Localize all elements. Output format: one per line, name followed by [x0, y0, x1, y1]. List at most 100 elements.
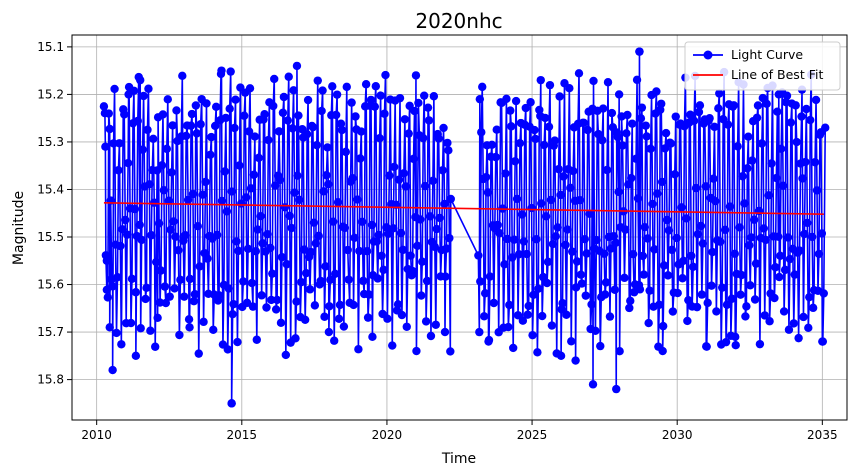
- y-tick-label: 15.6: [37, 278, 64, 292]
- light-curve-point: [127, 274, 137, 284]
- light-curve-point: [133, 116, 142, 126]
- light-curve-point: [340, 223, 350, 233]
- light-curve-point: [541, 212, 551, 221]
- light-curve-point: [329, 217, 338, 226]
- light-curve-point: [510, 157, 520, 166]
- light-curve-point: [113, 273, 122, 282]
- light-curve-point: [192, 129, 202, 138]
- light-curve-point: [318, 86, 327, 95]
- light-curve-point: [547, 321, 557, 330]
- light-curve-point: [181, 131, 191, 141]
- y-tick-label: 15.1: [37, 40, 64, 54]
- light-curve-point: [302, 130, 312, 139]
- light-curve-point: [228, 309, 237, 319]
- light-curve-point: [440, 199, 449, 209]
- light-curve-point: [272, 295, 282, 305]
- light-curve-point: [193, 222, 202, 231]
- light-curve-point: [491, 152, 500, 162]
- light-curve-point: [620, 273, 629, 283]
- light-curve-point: [504, 322, 513, 332]
- light-curve-point: [673, 288, 682, 298]
- light-curve-point: [279, 92, 289, 102]
- light-curve-point: [371, 82, 381, 91]
- light-curve-point: [416, 215, 425, 224]
- light-curve-point: [580, 234, 589, 244]
- light-curve-point: [135, 220, 144, 230]
- light-curve-point: [404, 129, 413, 138]
- light-curve-point: [478, 82, 487, 92]
- chart-title: 2020nhc: [415, 9, 502, 33]
- light-curve-point: [531, 134, 540, 144]
- light-curve-point: [287, 223, 296, 233]
- light-curve-point: [557, 305, 566, 314]
- light-curve-point: [712, 307, 721, 316]
- light-curve-point: [747, 233, 756, 242]
- light-curve-point: [697, 290, 707, 299]
- legend-best-fit-label: Line of Best Fit: [731, 67, 823, 82]
- light-curve-point: [657, 99, 666, 108]
- light-curve-point: [397, 310, 407, 320]
- light-curve-point: [551, 232, 560, 241]
- light-curve-point: [187, 109, 197, 119]
- light-curve-point: [110, 84, 119, 94]
- light-curve-point: [217, 66, 226, 75]
- light-curve-point: [105, 124, 114, 134]
- y-tick-label: 15.8: [37, 373, 64, 387]
- light-curve-point: [251, 246, 261, 256]
- light-curve-point: [506, 106, 515, 115]
- x-tick-label: 2015: [227, 428, 258, 442]
- light-curve-point: [730, 249, 739, 258]
- light-curve-point: [737, 270, 746, 280]
- light-curve-point: [317, 106, 326, 116]
- light-curve-point: [305, 285, 315, 294]
- light-curve-point: [729, 101, 738, 110]
- light-curve-point: [330, 269, 340, 279]
- light-curve-point: [263, 229, 272, 239]
- light-curve-point: [136, 324, 145, 333]
- light-curve-point: [483, 188, 493, 197]
- light-curve-point: [553, 223, 562, 232]
- light-curve-point: [721, 337, 731, 347]
- light-curve-point: [582, 249, 591, 258]
- light-curve-point: [244, 127, 254, 136]
- light-curve-point: [692, 302, 702, 312]
- light-curve-point: [183, 195, 193, 205]
- legend-box: [684, 41, 841, 91]
- light-curve-point: [720, 225, 730, 235]
- light-curve-point: [168, 121, 177, 130]
- light-curve-point: [648, 199, 657, 209]
- light-curve-point: [791, 101, 800, 110]
- light-curve-point: [363, 313, 373, 322]
- light-curve-point: [300, 245, 309, 254]
- light-curve-point: [523, 310, 532, 319]
- light-curve-point: [789, 319, 798, 328]
- light-curve-point: [596, 341, 605, 351]
- light-curve-point: [511, 96, 521, 106]
- light-curve-point: [419, 91, 429, 100]
- light-curve-point: [714, 104, 723, 113]
- light-curve-point: [538, 311, 547, 321]
- light-curve-point: [503, 234, 512, 244]
- light-curve-point: [212, 230, 222, 240]
- light-curve-point: [243, 244, 253, 254]
- light-curve-point: [517, 210, 527, 219]
- light-curve-point: [126, 318, 136, 328]
- light-curve-point: [792, 137, 801, 147]
- light-curve-point: [343, 245, 352, 255]
- light-curve-point: [214, 291, 224, 300]
- light-curve-point: [276, 318, 286, 328]
- light-curve-point: [112, 328, 121, 338]
- x-tick-label: 2025: [517, 428, 548, 442]
- light-curve-point: [501, 169, 510, 178]
- light-curve-point: [158, 110, 168, 119]
- light-curve-point: [487, 140, 497, 149]
- light-curve-point: [575, 195, 585, 205]
- light-curve-point: [438, 166, 447, 175]
- light-curve-point: [644, 318, 653, 328]
- y-axis: 15.1 15.2 15.3 15.4 15.5 15.6 15.7 15.8: [37, 40, 72, 387]
- light-curve-point: [536, 75, 545, 85]
- light-curve-point: [785, 254, 795, 264]
- light-curve-point: [262, 303, 271, 312]
- light-curve-point: [375, 134, 384, 143]
- light-curve-point: [602, 165, 612, 175]
